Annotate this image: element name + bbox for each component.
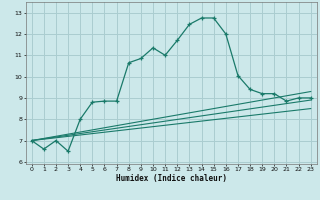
X-axis label: Humidex (Indice chaleur): Humidex (Indice chaleur) — [116, 174, 227, 183]
